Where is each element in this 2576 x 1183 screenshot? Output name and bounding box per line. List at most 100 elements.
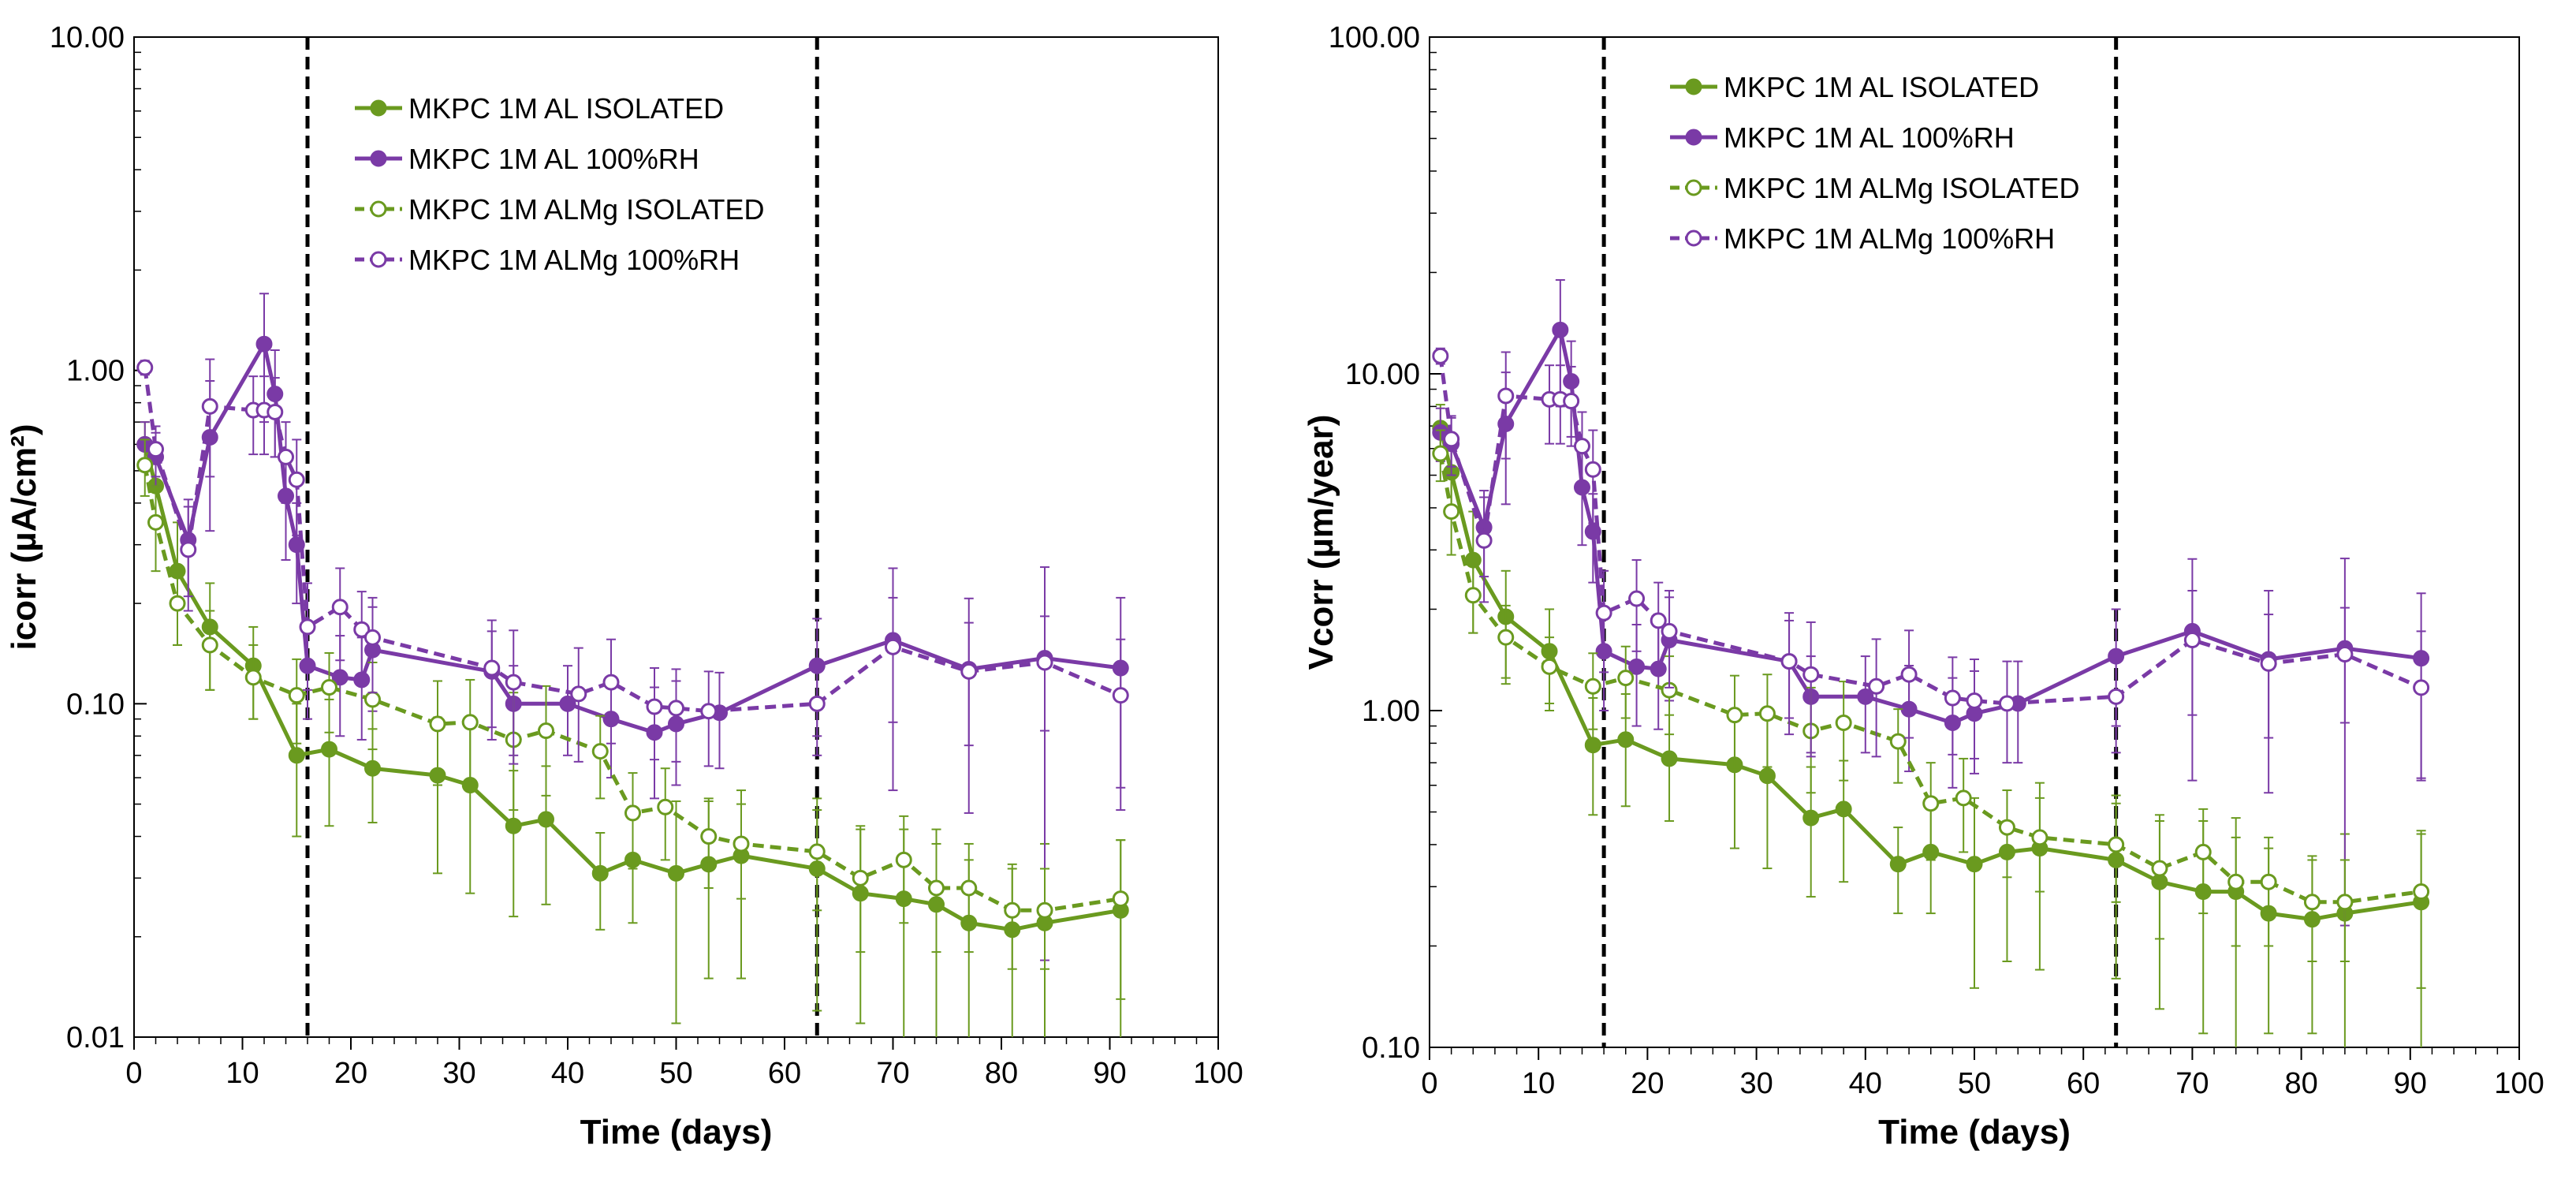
- x-tick-label: 90: [1093, 1057, 1126, 1090]
- data-point: [1955, 789, 1972, 807]
- y-tick-label: 0.01: [66, 1021, 125, 1054]
- data-point: [136, 359, 154, 376]
- x-tick-label: 40: [551, 1057, 584, 1090]
- data-point: [2303, 894, 2321, 911]
- data-point: [1944, 689, 1961, 707]
- data-point: [201, 636, 218, 654]
- data-point: [267, 403, 284, 420]
- data-point: [1966, 692, 1983, 709]
- data-point: [2108, 836, 2125, 853]
- data-point: [1802, 666, 1820, 683]
- data-point: [852, 869, 869, 886]
- data-point: [1628, 658, 1646, 675]
- data-point: [657, 798, 674, 815]
- data-point: [895, 851, 912, 868]
- data-point: [169, 595, 186, 612]
- data-point: [2260, 873, 2277, 890]
- legend-marker: [1685, 129, 1702, 146]
- data-point: [668, 700, 684, 717]
- data-point: [147, 513, 164, 531]
- data-point: [299, 618, 316, 636]
- data-point: [1573, 438, 1590, 455]
- data-point: [1857, 688, 1874, 705]
- data-point: [624, 804, 641, 822]
- legend-label: MKPC 1M ALMg ISOLATED: [408, 193, 764, 226]
- x-tick-label: 50: [659, 1057, 692, 1090]
- data-point: [700, 828, 718, 845]
- y-tick-label: 1.00: [66, 355, 125, 388]
- data-point: [331, 599, 349, 616]
- data-point: [429, 715, 446, 733]
- x-tick-label: 20: [1631, 1067, 1664, 1100]
- data-point: [1112, 687, 1129, 704]
- x-tick-label: 0: [1421, 1067, 1437, 1100]
- x-tick-label: 30: [442, 1057, 475, 1090]
- data-point: [1998, 695, 2015, 712]
- y-tick-label: 1.00: [1362, 695, 1420, 728]
- data-point: [960, 662, 978, 680]
- data-point: [1650, 612, 1667, 629]
- x-tick-label: 60: [2067, 1067, 2100, 1100]
- vcorr-chart: 0.10 1.00 10.00 100.00 0 10 20 30 40 50 60 70 80 90 10…: [1302, 21, 2544, 1151]
- data-point: [646, 698, 663, 715]
- data-point: [1432, 347, 1449, 364]
- data-point: [1780, 653, 1798, 670]
- data-point: [1835, 714, 1852, 731]
- data-point: [700, 703, 718, 720]
- y-axis-title: Vcorr (µm/year): [1302, 415, 1340, 670]
- data-point: [364, 691, 381, 708]
- data-point: [483, 659, 501, 677]
- data-point: [2413, 883, 2430, 901]
- legend-label: MKPC 1M AL 100%RH: [1724, 121, 2015, 154]
- data-point: [1563, 393, 1580, 410]
- data-point: [885, 638, 901, 655]
- data-point: [288, 687, 305, 704]
- data-point: [1628, 590, 1646, 607]
- data-point: [1443, 431, 1460, 448]
- legend-marker: [1685, 230, 1702, 247]
- data-point: [1552, 321, 1569, 338]
- legend-label: MKPC 1M ALMg 100%RH: [1724, 222, 2055, 255]
- data-point: [353, 621, 371, 638]
- y-tick-label: 100.00: [1329, 21, 1420, 54]
- series-line: [1439, 327, 2421, 725]
- data-point: [1835, 800, 1852, 818]
- series-2: [1432, 429, 2430, 989]
- legend-label: MKPC 1M ALMg ISOLATED: [1724, 172, 2079, 204]
- data-point: [278, 448, 294, 465]
- data-point: [255, 335, 273, 353]
- x-tick-label: 70: [876, 1057, 909, 1090]
- y-tick-label: 10.00: [1345, 358, 1420, 391]
- data-point: [1497, 629, 1515, 646]
- data-point: [201, 397, 218, 415]
- legend-marker: [370, 99, 387, 117]
- data-point: [1584, 461, 1601, 478]
- legend: MKPC 1M AL ISOLATED MKPC 1M AL 100%RH MKPC…: [355, 92, 764, 276]
- data-point: [960, 879, 978, 897]
- data-point: [1432, 445, 1449, 462]
- legend-label: MKPC 1M AL 100%RH: [408, 143, 699, 175]
- x-tick-label: 0: [125, 1057, 142, 1090]
- data-point: [180, 541, 197, 558]
- data-point: [1617, 731, 1635, 748]
- legend-marker: [370, 200, 387, 218]
- data-point: [1584, 737, 1601, 754]
- data-point: [2031, 829, 2048, 846]
- legend-marker: [1685, 179, 1702, 196]
- data-point: [1036, 654, 1053, 671]
- data-point: [1443, 503, 1460, 521]
- data-point: [1966, 856, 1983, 873]
- data-point: [602, 674, 620, 691]
- data-point: [321, 741, 337, 758]
- x-axis-title: Time (days): [580, 1113, 773, 1151]
- data-point: [2194, 843, 2212, 860]
- data-point: [1541, 658, 1558, 675]
- data-point: [1998, 819, 2015, 836]
- legend-label: MKPC 1M ALMg 100%RH: [408, 244, 740, 276]
- data-point: [559, 695, 576, 712]
- data-point: [1497, 387, 1515, 405]
- data-point: [2336, 894, 2354, 911]
- data-point: [538, 722, 554, 740]
- data-point: [1726, 707, 1743, 724]
